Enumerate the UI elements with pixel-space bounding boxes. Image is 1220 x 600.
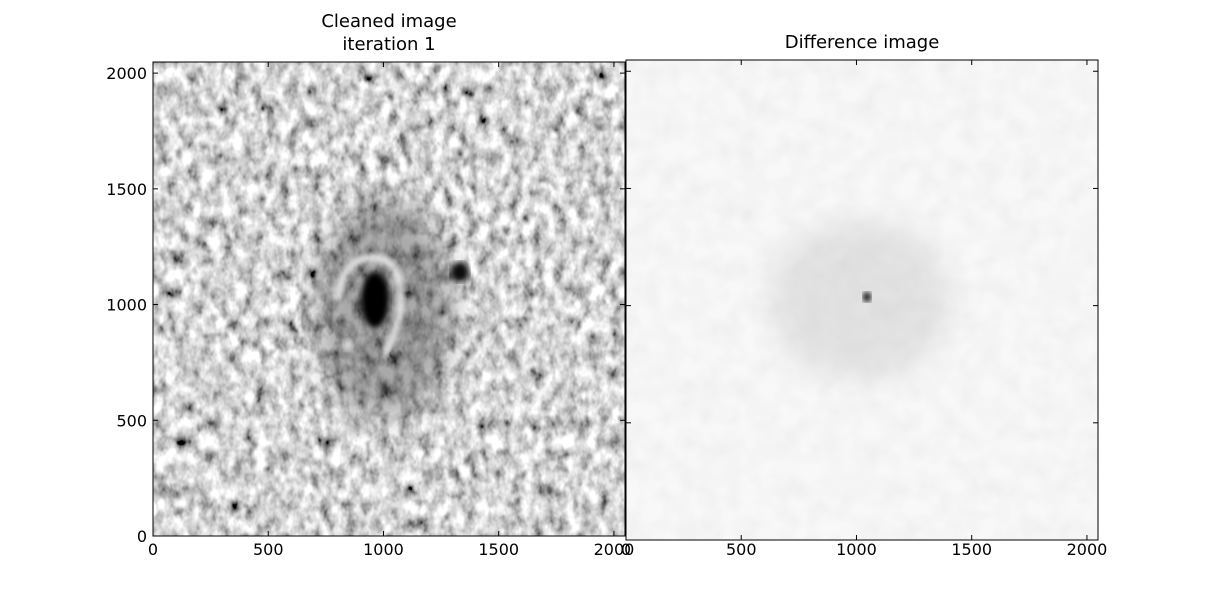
x-tick-label: 0 [148, 540, 158, 559]
x-tick-label: 1500 [478, 540, 519, 559]
axes-frame [152, 61, 626, 537]
y-tick-label: 1500 [106, 180, 147, 199]
panel-title: Difference image [784, 32, 940, 53]
x-tick-label: 1500 [951, 540, 992, 559]
x-tick-label: 2000 [594, 540, 635, 559]
y-tick-label: 1000 [106, 296, 147, 315]
x-tick-label: 1000 [363, 540, 404, 559]
x-tick-label: 1000 [836, 540, 877, 559]
x-tick-label: 2000 [1067, 540, 1108, 559]
cleaned-image [153, 62, 625, 536]
y-tick-label: 0 [137, 527, 147, 546]
x-tick-label: 500 [253, 540, 284, 559]
x-tick-label: 0 [621, 540, 631, 559]
panel-title: Cleaned image iteration 1 [321, 11, 457, 55]
x-tick-label: 500 [726, 540, 757, 559]
y-tick-label: 500 [116, 411, 147, 430]
y-tick-label: 2000 [106, 64, 147, 83]
difference-image [626, 60, 1098, 540]
axes-frame [625, 59, 1099, 541]
